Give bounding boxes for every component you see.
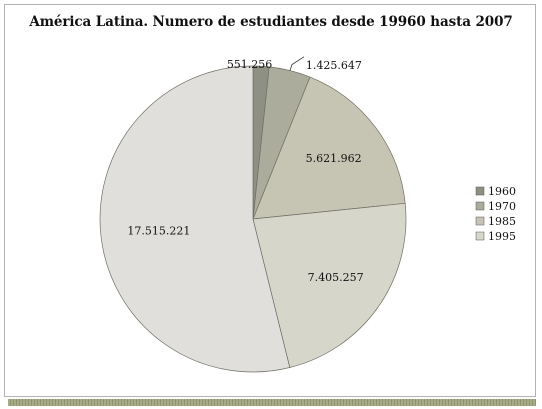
leader-line-1970 — [289, 56, 305, 71]
data-label-1995: 7.405.257 — [308, 271, 364, 284]
bottom-decoration-band — [8, 399, 536, 406]
legend-label-1985: 1985 — [488, 215, 516, 228]
pie-slice-unlabeled — [99, 65, 291, 373]
legend: 1960 1970 1985 1995 — [475, 185, 516, 243]
pie-slice-1995 — [252, 202, 407, 368]
data-label-1985: 5.621.962 — [306, 152, 362, 165]
legend-swatch-1995 — [475, 231, 485, 241]
data-label-unlabeled: 17.515.221 — [127, 224, 190, 237]
data-label-1970: 1.425.647 — [306, 59, 362, 72]
chart-title: América Latina. Numero de estudiantes de… — [29, 14, 513, 30]
legend-label-1995: 1995 — [488, 230, 516, 243]
pie-slice-1985 — [252, 76, 406, 220]
legend-swatch-1960 — [475, 186, 485, 196]
pie-slices — [99, 65, 407, 373]
legend-label-1970: 1970 — [488, 200, 516, 213]
legend-swatch-1985 — [475, 216, 485, 226]
legend-swatch-1970 — [475, 201, 485, 211]
legend-label-1960: 1960 — [488, 185, 516, 198]
leader-lines — [289, 56, 305, 71]
data-labels: 551.256 1.425.647 5.621.962 7.405.257 17.515… — [127, 58, 363, 284]
data-label-1960: 551.256 — [227, 58, 273, 71]
